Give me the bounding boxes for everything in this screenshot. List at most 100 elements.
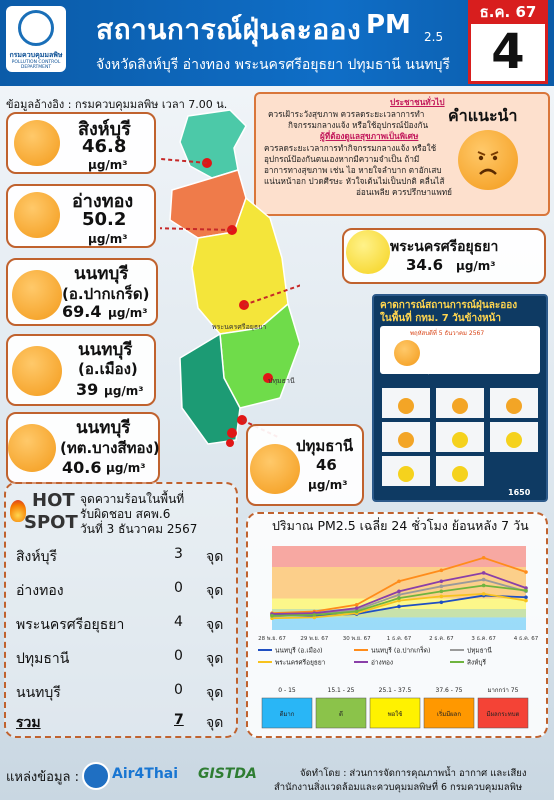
province-map bbox=[160, 109, 300, 447]
source-label: แหล่งข้อมูล : bbox=[6, 770, 80, 785]
hotspot-row-unit: จุด bbox=[206, 583, 224, 599]
chart-title: ปริมาณ PM2.5 เฉลี่ย 24 ชั่วโมง ย้อนหลัง … bbox=[272, 518, 529, 533]
credit-line-1: จัดทำโดย : ส่วนการจัดการคุณภาพน้ำ อากาศ … bbox=[300, 768, 527, 779]
pm25-value: 46.8 bbox=[82, 136, 127, 157]
chart-band bbox=[272, 546, 526, 567]
data-point bbox=[270, 616, 274, 621]
data-point bbox=[312, 613, 317, 617]
hotspot-row-unit: จุด bbox=[206, 685, 224, 701]
advice-risk-line: ควรลดระยะเวลาการทำกิจกรรมกลางแจ้ง หรือใช… bbox=[264, 143, 437, 153]
band-range-label: 25.1 - 37.5 bbox=[379, 687, 412, 694]
hotspot-heading-3: วันที่ 3 ธันวาคม 2567 bbox=[80, 522, 198, 536]
map-label-pathumthani: ปทุมธานี bbox=[268, 377, 295, 385]
forecast-phone: 1650 bbox=[508, 488, 531, 497]
map-dot-pathumthani bbox=[263, 373, 273, 383]
hotspot-total-value: 7 bbox=[174, 712, 184, 728]
province-name: นนทบุรี bbox=[74, 264, 129, 284]
province-district: (อ.เมือง) bbox=[78, 360, 138, 378]
forecast-title-1: คาดการณ์สถานการณ์ฝุ่นละออง bbox=[380, 300, 518, 311]
province-name: ปทุมธานี bbox=[296, 437, 354, 455]
band-range-label: มากกว่า 75 bbox=[488, 687, 519, 694]
pm25-unit: µg/m³ bbox=[456, 259, 496, 273]
advice-risk-heading: ผู้ที่ต้องดูแลสุขภาพเป็นพิเศษ bbox=[320, 131, 419, 141]
pm25-value: 46 bbox=[316, 456, 337, 474]
hotspot-row-value: 3 bbox=[174, 546, 183, 562]
logo-text-th: กรมควบคุมมลพิษ bbox=[9, 51, 63, 59]
neutral-face-icon bbox=[346, 230, 390, 274]
data-point bbox=[397, 589, 401, 594]
pm25-value: 50.2 bbox=[82, 209, 127, 230]
band-swatch bbox=[477, 697, 529, 729]
data-point bbox=[524, 588, 528, 593]
pm25-unit: µg/m³ bbox=[108, 306, 148, 320]
advice-risk-line: อาการทางสุขภาพ เช่น ไอ หายใจลำบาก ตาอักเ… bbox=[264, 165, 442, 175]
data-point bbox=[524, 595, 528, 600]
advice-general-line: ควรเฝ้าระวังสุขภาพ ควรลดระยะเวลาการทำ bbox=[268, 109, 425, 119]
band-range-label: 0 - 15 bbox=[278, 687, 296, 694]
data-point bbox=[481, 577, 486, 582]
band-range-label: 15.1 - 25 bbox=[328, 687, 355, 694]
x-tick-label: 30 พ.ย. 67 bbox=[343, 636, 371, 642]
data-point bbox=[439, 579, 444, 584]
pm25-value: 34.6 bbox=[406, 256, 444, 274]
legend-label: พระนครศรีอยุธยา bbox=[275, 659, 326, 667]
band-name-label: มีผลกระทบต bbox=[487, 710, 520, 718]
hotspot-heading-2: รับผิดชอบ สคพ.6 bbox=[80, 507, 171, 521]
hotspot-heading-1: จุดความร้อนในพื้นที่ bbox=[80, 492, 185, 506]
page-title: สถานการณ์ฝุ่นละออง bbox=[96, 13, 362, 46]
hotspot-row-name: พระนครศรีอยุธยา bbox=[16, 617, 125, 633]
logo-text-en: POLLUTION CONTROL DEPARTMENT bbox=[11, 60, 61, 70]
fire-icon bbox=[10, 500, 26, 522]
hotspot-row-value: 0 bbox=[174, 580, 183, 596]
map-nonthaburi bbox=[179, 332, 241, 445]
sad-face-icon bbox=[8, 424, 56, 472]
hotspot-row-value: 0 bbox=[174, 682, 183, 698]
legend-label: สิงห์บุรี bbox=[467, 659, 487, 667]
band-range-label: 37.6 - 75 bbox=[436, 687, 463, 694]
date-month: ธ.ค. 67 bbox=[468, 0, 548, 24]
hot-word: HOT bbox=[32, 490, 75, 511]
gistda-logo: GISTDA bbox=[198, 766, 257, 782]
data-point bbox=[439, 594, 444, 599]
data-point bbox=[397, 579, 401, 584]
data-point bbox=[354, 603, 359, 607]
map-singburi bbox=[179, 109, 247, 179]
pm25-unit: µg/m³ bbox=[308, 478, 348, 492]
pm25-unit: µg/m³ bbox=[106, 461, 146, 475]
pm25-unit: µg/m³ bbox=[88, 232, 128, 246]
map-dot-nonthaburi-3 bbox=[226, 439, 234, 447]
band-name-label: ดี bbox=[339, 710, 343, 718]
sad-face-icon bbox=[12, 346, 62, 396]
forecast-days bbox=[382, 388, 538, 486]
forecast-grid bbox=[380, 386, 540, 490]
data-point bbox=[439, 600, 444, 605]
data-point bbox=[524, 586, 528, 590]
province-name: สิงห์บุรี bbox=[78, 119, 131, 140]
chart-band bbox=[272, 609, 526, 618]
province-name: พระนครศรีอยุธยา bbox=[390, 239, 499, 255]
chart-band bbox=[272, 617, 526, 630]
pm-subscript: 2.5 bbox=[424, 30, 444, 44]
data-point bbox=[270, 613, 274, 618]
hotspot-row-unit: จุด bbox=[206, 651, 224, 667]
date-day: 4 bbox=[491, 24, 525, 80]
data-point bbox=[397, 596, 401, 600]
province-name: อ่างทอง bbox=[72, 191, 134, 212]
pcd-small-logo-icon bbox=[82, 762, 110, 790]
advice-risk-line: อุปกรณ์ป้องกันตนเองหากมีความจำเป็น ถ้ามี bbox=[264, 154, 420, 164]
hotspot-row-value: 0 bbox=[174, 648, 183, 664]
spot-word: SPOT bbox=[24, 512, 78, 533]
legend-label: ปทุมธานี bbox=[467, 647, 492, 655]
band-name-label: พอใช้ bbox=[388, 710, 403, 718]
band-name-label: เริ่มมีผลก bbox=[437, 710, 461, 718]
data-point bbox=[439, 584, 444, 589]
legend-label: อ่างทอง bbox=[371, 659, 393, 667]
legend-label: นนทบุรี (อ.ปากเกร็ด) bbox=[371, 646, 430, 655]
province-name: นนทบุรี bbox=[76, 418, 131, 438]
page-subtitle: จังหวัดสิงห์บุรี อ่างทอง พระนครศรีอยุธยา… bbox=[96, 57, 451, 73]
pm25-unit: µg/m³ bbox=[88, 158, 128, 172]
x-tick-label: 29 พ.ย. 67 bbox=[300, 636, 328, 642]
advice-general-heading: ประชาชนทั่วไป bbox=[390, 97, 445, 107]
hotspot-row-unit: จุด bbox=[206, 617, 224, 633]
data-point bbox=[439, 568, 444, 573]
